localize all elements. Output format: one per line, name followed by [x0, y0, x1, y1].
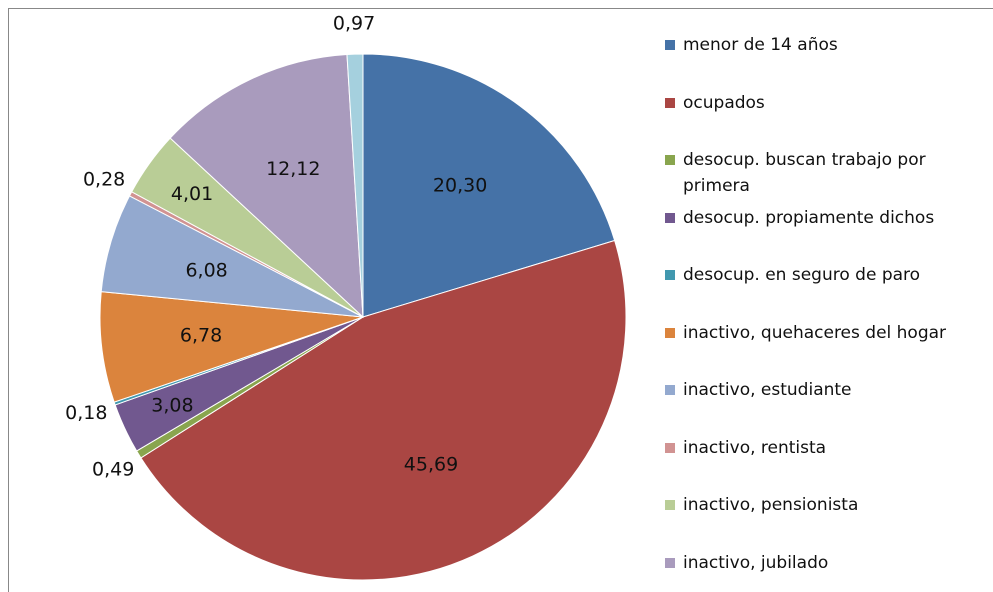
legend-label: inactivo, jubilado — [683, 552, 829, 573]
data-label: 3,08 — [151, 395, 193, 417]
legend-item: desocup. en seguro de paro — [665, 262, 983, 288]
legend-swatch — [665, 557, 675, 568]
legend-item: inactivo, estudiante — [665, 377, 983, 403]
legend-swatch — [665, 327, 675, 338]
data-label: 6,08 — [185, 259, 227, 281]
data-label: 0,49 — [92, 459, 134, 481]
legend-swatch — [665, 385, 675, 395]
data-label: 20,30 — [433, 175, 487, 197]
pie-slice — [169, 53, 364, 319]
legend-label: inactivo, pensionista — [683, 495, 859, 515]
legend-label: inactivo, quehaceres del hogar — [683, 322, 947, 343]
pie-slice — [99, 291, 364, 403]
legend-label: desocup. propiamente dichos — [683, 207, 935, 228]
legend-swatch — [665, 97, 675, 108]
legend-item: desocup. propiamente dichos — [665, 205, 983, 231]
legend-swatch — [665, 40, 675, 50]
data-label: 4,01 — [171, 183, 213, 205]
legend-swatch — [665, 212, 675, 223]
legend-label: desocup. en seguro de paro — [683, 265, 921, 285]
legend-item: menor de 14 años — [665, 32, 983, 58]
pie-slice — [140, 239, 627, 581]
legend-item: inactivo, rentista — [665, 435, 983, 461]
legend-label: inactivo, rentista — [683, 437, 827, 458]
legend-swatch — [665, 500, 675, 510]
data-label: 0,28 — [83, 168, 125, 190]
legend-item: inactivo, quehaceres del hogar — [665, 320, 993, 346]
legend-label: inactivo, estudiante — [683, 380, 852, 400]
legend-label: ocupados — [683, 92, 765, 113]
data-label: 12,12 — [266, 158, 320, 180]
legend-label: menor de 14 años — [683, 35, 838, 55]
legend-item: inactivo, pensionista — [665, 492, 983, 518]
data-label: 0,97 — [333, 13, 375, 35]
data-label: 6,78 — [180, 324, 222, 346]
legend-swatch — [665, 155, 675, 165]
legend-swatch — [665, 270, 675, 280]
pie-slice — [362, 53, 616, 318]
pie-slice — [346, 53, 364, 318]
legend-item: inactivo, jubilado — [665, 550, 983, 576]
chart-frame — [8, 8, 993, 592]
data-label: 0,18 — [65, 402, 107, 424]
legend-swatch — [665, 442, 675, 453]
data-label: 45,69 — [404, 454, 458, 476]
legend-item: desocup. buscan trabajo por primera — [665, 147, 983, 199]
legend-item: ocupados — [665, 90, 983, 116]
legend-label: desocup. buscan trabajo por primera — [683, 150, 926, 196]
